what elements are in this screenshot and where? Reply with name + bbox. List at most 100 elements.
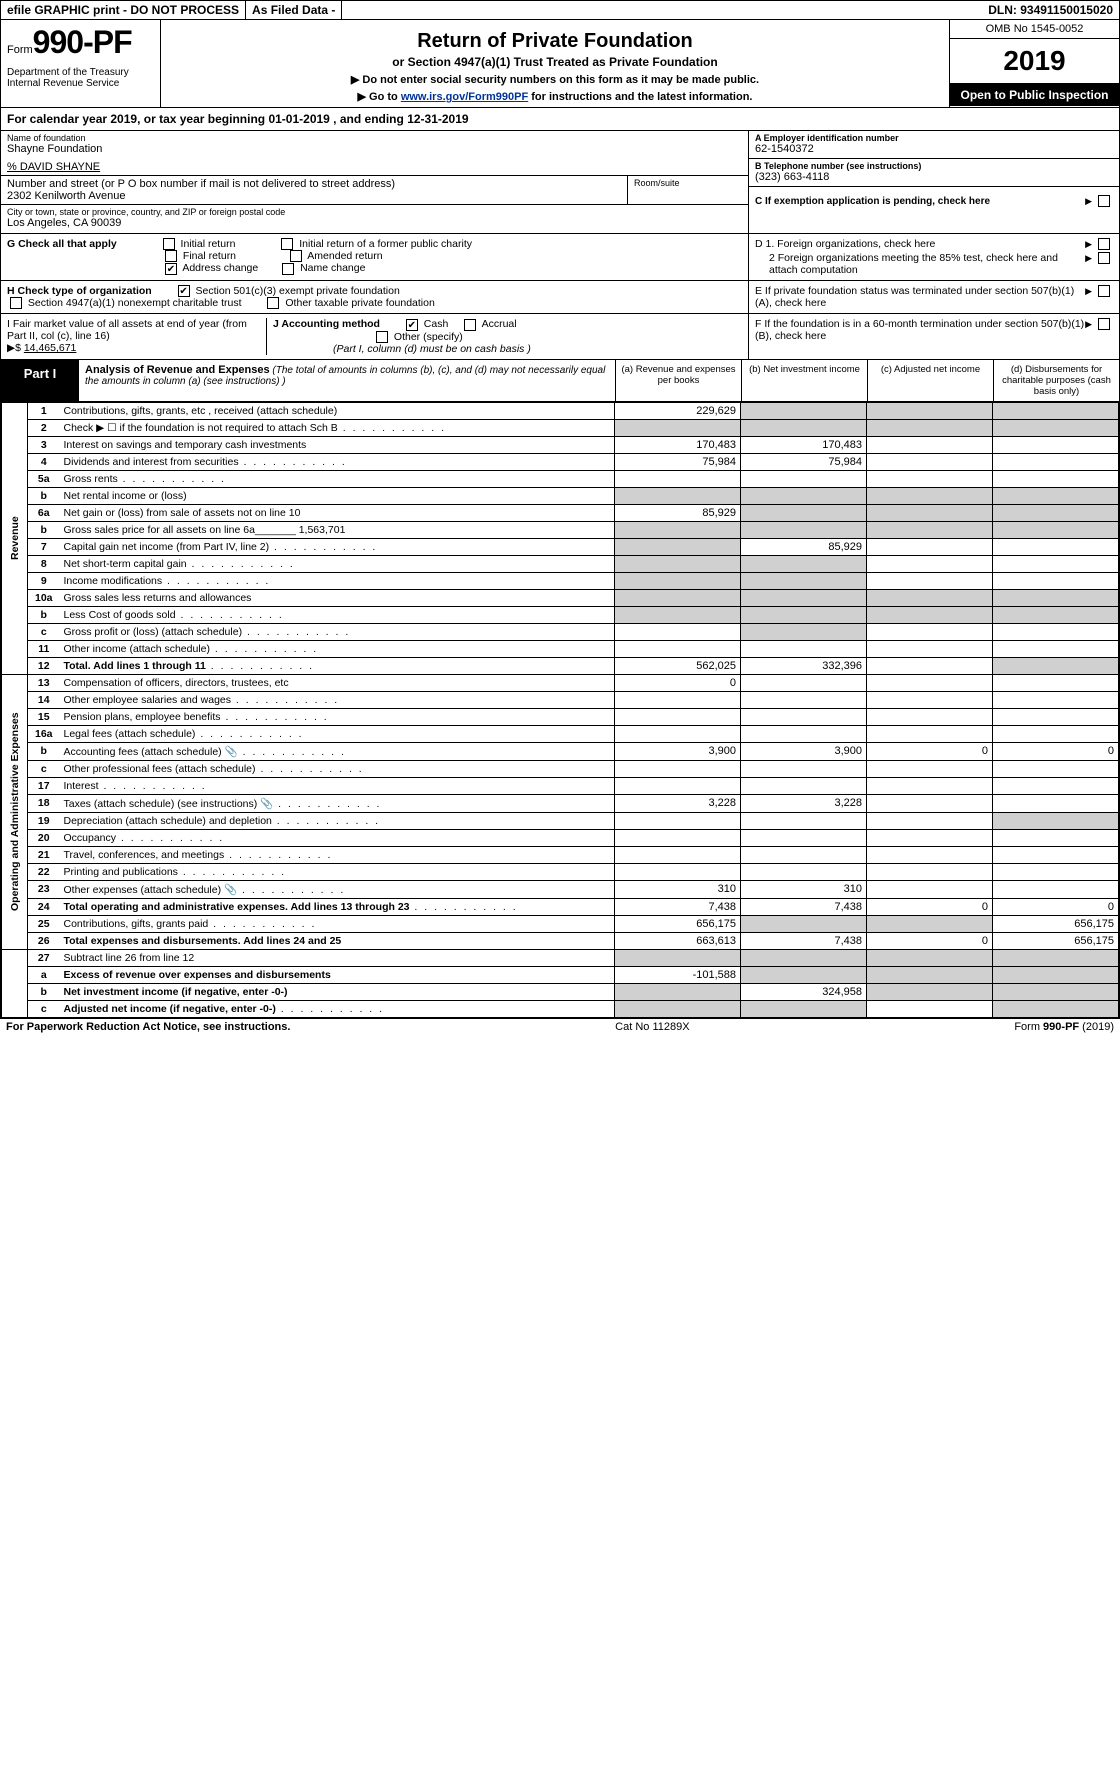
final-return-checkbox[interactable]: [165, 250, 177, 262]
g-row: G Check all that apply Initial return In…: [1, 234, 1119, 281]
col-c-header: (c) Adjusted net income: [867, 360, 993, 401]
initial-former-checkbox[interactable]: [281, 238, 293, 250]
other-taxable-label: Other taxable private foundation: [285, 297, 434, 309]
j-block: J Accounting method Cash Accrual Other (…: [267, 318, 742, 354]
table-row: 8Net short-term capital gain: [2, 555, 1119, 572]
fmv-value: 14,465,671: [24, 342, 77, 354]
part1-label: Part I: [1, 360, 79, 401]
e-checkbox[interactable]: [1098, 285, 1110, 297]
form-title: Return of Private Foundation: [171, 30, 939, 53]
table-row: cOther professional fees (attach schedul…: [2, 760, 1119, 777]
form-container: efile GRAPHIC print - DO NOT PROCESS As …: [0, 0, 1120, 1019]
attachment-icon[interactable]: 📎: [222, 746, 238, 758]
instruction-2: ▶ Go to www.irs.gov/Form990PF for instru…: [171, 90, 939, 103]
id-left: Name of foundation Shayne Foundation % D…: [1, 131, 749, 233]
header: Form990-PF Department of the Treasury In…: [1, 20, 1119, 108]
address-change-checkbox[interactable]: [165, 263, 177, 275]
other-method-checkbox[interactable]: [376, 331, 388, 343]
e-block: E If private foundation status was termi…: [749, 281, 1119, 313]
side-label: Revenue: [2, 402, 28, 674]
f-checkbox[interactable]: [1098, 318, 1110, 330]
arrow-icon: [1085, 285, 1095, 309]
city-value: Los Angeles, CA 90039: [7, 217, 742, 229]
f-block: F If the foundation is in a 60-month ter…: [749, 314, 1119, 358]
part1-title: Analysis of Revenue and Expenses: [85, 364, 270, 376]
table-row: 5aGross rents: [2, 470, 1119, 487]
name-label: Name of foundation: [7, 133, 742, 143]
i-block: I Fair market value of all assets at end…: [7, 318, 267, 354]
city-label: City or town, state or province, country…: [7, 207, 742, 217]
d1-label: D 1. Foreign organizations, check here: [755, 238, 1085, 250]
instruction-1: ▶ Do not enter social security numbers o…: [171, 73, 939, 86]
exemption-checkbox[interactable]: [1098, 195, 1110, 207]
attachment-icon[interactable]: 📎: [221, 884, 237, 896]
irs-label: Internal Revenue Service: [7, 78, 154, 89]
table-row: 27Subtract line 26 from line 12: [2, 949, 1119, 966]
form-number: 990-PF: [33, 24, 132, 60]
table-row: 19Depreciation (attach schedule) and dep…: [2, 812, 1119, 829]
table-row: bGross sales price for all assets on lin…: [2, 521, 1119, 538]
table-row: 23Other expenses (attach schedule) 📎3103…: [2, 880, 1119, 898]
ein-value: 62-1540372: [755, 143, 1113, 155]
part1-header: Part I Analysis of Revenue and Expenses …: [1, 360, 1119, 402]
h-left: H Check type of organization Section 501…: [1, 281, 749, 313]
amended-return-checkbox[interactable]: [290, 250, 302, 262]
instr2-pre: ▶ Go to: [358, 91, 401, 103]
table-row: bLess Cost of goods sold: [2, 606, 1119, 623]
header-left: Form990-PF Department of the Treasury In…: [1, 20, 161, 107]
form-subtitle: or Section 4947(a)(1) Trust Treated as P…: [171, 55, 939, 69]
phone-row: B Telephone number (see instructions) (3…: [749, 159, 1119, 187]
initial-return-checkbox[interactable]: [163, 238, 175, 250]
side-label: Operating and Administrative Expenses: [2, 674, 28, 949]
calyear-begin: 01-01-2019: [268, 112, 329, 126]
f-label: F If the foundation is in a 60-month ter…: [755, 318, 1085, 354]
i-arrow: ▶$: [7, 342, 21, 354]
h-label: H Check type of organization: [7, 285, 152, 297]
table-row: 22Printing and publications: [2, 863, 1119, 880]
addr-label: Number and street (or P O box number if …: [7, 178, 621, 190]
501c3-label: Section 501(c)(3) exempt private foundat…: [196, 285, 400, 297]
table-row: 3Interest on savings and temporary cash …: [2, 436, 1119, 453]
street-address: 2302 Kenilworth Avenue: [7, 190, 621, 202]
501c3-checkbox[interactable]: [178, 285, 190, 297]
table-row: 24Total operating and administrative exp…: [2, 898, 1119, 915]
4947-checkbox[interactable]: [10, 297, 22, 309]
attachment-icon[interactable]: 📎: [257, 798, 273, 810]
dln-value: 93491150015020: [1020, 3, 1113, 17]
phone-label: B Telephone number (see instructions): [755, 161, 1113, 171]
part1-table: Revenue1Contributions, gifts, grants, et…: [1, 402, 1119, 1018]
table-row: 7Capital gain net income (from Part IV, …: [2, 538, 1119, 555]
initial-former-label: Initial return of a former public charit…: [299, 238, 472, 250]
foundation-name-row: Name of foundation Shayne Foundation % D…: [1, 131, 748, 176]
other-taxable-checkbox[interactable]: [267, 297, 279, 309]
table-row: 17Interest: [2, 777, 1119, 794]
table-row: 16aLegal fees (attach schedule): [2, 725, 1119, 742]
accrual-checkbox[interactable]: [464, 319, 476, 331]
d2-checkbox[interactable]: [1098, 252, 1110, 264]
g-left: G Check all that apply Initial return In…: [1, 234, 749, 280]
cash-checkbox[interactable]: [406, 319, 418, 331]
header-right: OMB No 1545-0052 2019 Open to Public Ins…: [949, 20, 1119, 107]
as-filed: As Filed Data -: [246, 1, 342, 19]
d1-checkbox[interactable]: [1098, 238, 1110, 250]
name-change-label: Name change: [300, 262, 365, 274]
d2-label: 2 Foreign organizations meeting the 85% …: [755, 252, 1085, 276]
irs-link[interactable]: www.irs.gov/Form990PF: [401, 91, 528, 103]
part1-desc: Analysis of Revenue and Expenses (The to…: [79, 360, 615, 401]
table-row: cAdjusted net income (if negative, enter…: [2, 1000, 1119, 1017]
footer-right: Form 990-PF (2019): [1014, 1021, 1114, 1033]
ij-left: I Fair market value of all assets at end…: [1, 314, 749, 358]
dln-label: DLN:: [988, 3, 1017, 17]
table-row: Revenue1Contributions, gifts, grants, et…: [2, 402, 1119, 419]
table-row: 4Dividends and interest from securities7…: [2, 453, 1119, 470]
g-label: G Check all that apply: [7, 238, 117, 250]
other-method-label: Other (specify): [394, 331, 463, 343]
arrow-icon: [1085, 252, 1095, 276]
address-change-label: Address change: [182, 262, 258, 274]
table-row: 12Total. Add lines 1 through 11562,02533…: [2, 657, 1119, 674]
table-row: bNet investment income (if negative, ent…: [2, 983, 1119, 1000]
calendar-year-row: For calendar year 2019, or tax year begi…: [1, 108, 1119, 131]
table-row: cGross profit or (loss) (attach schedule…: [2, 623, 1119, 640]
e-label: E If private foundation status was termi…: [755, 285, 1085, 309]
name-change-checkbox[interactable]: [282, 263, 294, 275]
